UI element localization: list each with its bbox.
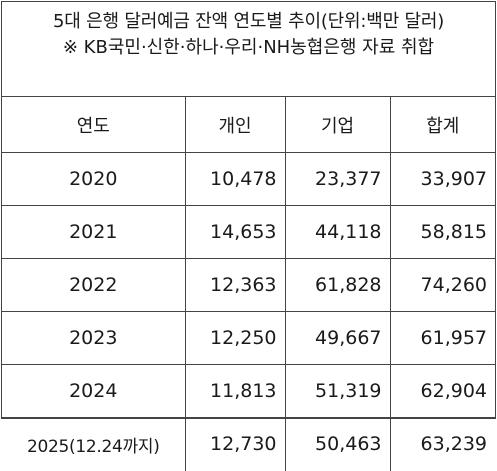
table-header-block: 5대 은행 달러예금 잔액 연도별 추이(단위:백만 달러) ※ KB국민·신한…: [2, 2, 495, 96]
column-header-individual: 개인: [184, 96, 286, 153]
year-cell: 2025(12.24까지): [2, 417, 186, 471]
column-header-year: 연도: [2, 96, 186, 153]
individual-cell: 10,478: [184, 152, 286, 206]
table-row: 2020 10,478 23,377 33,907: [2, 152, 495, 206]
individual-cell: 11,813: [184, 364, 286, 418]
table-row: 2024 11,813 51,319 62,904: [2, 364, 495, 418]
total-cell: 63,239: [389, 417, 495, 471]
column-header-corporate: 기업: [284, 96, 391, 153]
corporate-cell: 23,377: [284, 152, 391, 206]
total-cell: 58,815: [389, 205, 495, 259]
individual-cell: 12,363: [184, 258, 286, 312]
year-cell: 2023: [2, 311, 186, 365]
individual-cell: 12,250: [184, 311, 286, 365]
corporate-cell: 51,319: [284, 364, 391, 418]
corporate-cell: 50,463: [284, 417, 391, 471]
individual-cell: 12,730: [184, 417, 286, 471]
year-cell: 2022: [2, 258, 186, 312]
corporate-cell: 61,828: [284, 258, 391, 312]
corporate-cell: 49,667: [284, 311, 391, 365]
corporate-cell: 44,118: [284, 205, 391, 259]
table-row: 2021 14,653 44,118 58,815: [2, 205, 495, 259]
total-cell: 74,260: [389, 258, 495, 312]
table-row: 2023 12,250 49,667 61,957: [2, 311, 495, 365]
year-cell: 2024: [2, 364, 186, 418]
source-note: ※ KB국민·신한·하나·우리·NH농협은행 자료 취합: [62, 37, 435, 58]
deposit-balance-table: 연도 개인 기업 합계 2020 10,478 23,377 33,907 20…: [2, 96, 495, 471]
total-cell: 62,904: [389, 364, 495, 418]
total-cell: 61,957: [389, 311, 495, 365]
table-title: 5대 은행 달러예금 잔액 연도별 추이(단위:백만 달러): [52, 11, 445, 32]
individual-cell: 14,653: [184, 205, 286, 259]
total-cell: 33,907: [389, 152, 495, 206]
table-row: 2022 12,363 61,828 74,260: [2, 258, 495, 312]
header-row: 연도 개인 기업 합계: [2, 96, 495, 153]
table-row: 2025(12.24까지) 12,730 50,463 63,239: [2, 417, 495, 471]
year-cell: 2021: [2, 205, 186, 259]
year-cell: 2020: [2, 152, 186, 206]
column-header-total: 합계: [389, 96, 495, 153]
